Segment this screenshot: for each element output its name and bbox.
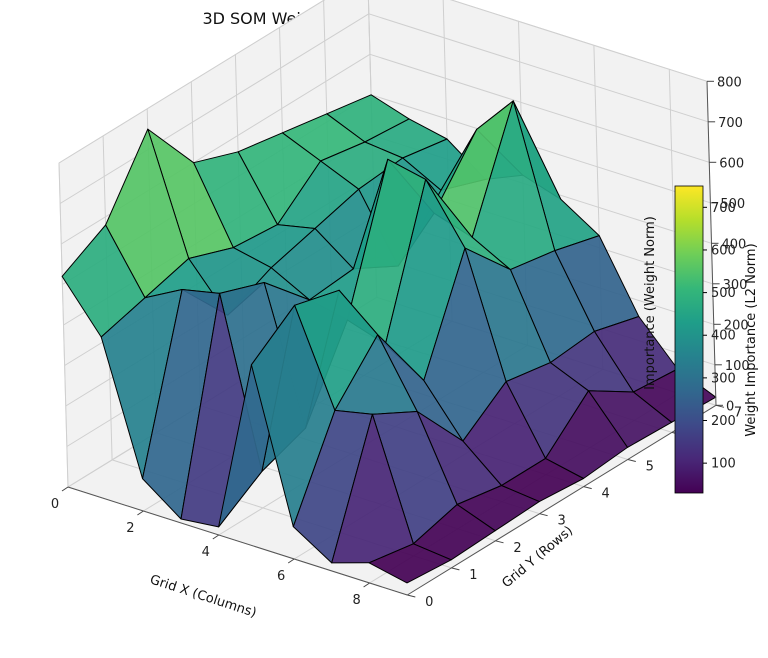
y-tick-label: 2 — [513, 541, 521, 556]
gridline-z-back — [368, 13, 709, 123]
gridline-z-back — [449, 0, 708, 82]
colorbar: 100 200 300 400 500 600 700 Weight Importance … — [674, 185, 759, 494]
x-axis-label: Grid X (Columns) — [148, 572, 258, 621]
tick-mark — [539, 513, 548, 517]
colorbar-tick-label: 500 — [711, 286, 736, 301]
z-tick-label: 100 — [725, 359, 750, 374]
gridline-z-back — [370, 94, 711, 204]
x-tick-label: 8 — [352, 593, 360, 608]
y-tick-label: 7 — [734, 405, 742, 420]
x-tick-label: 2 — [126, 521, 134, 536]
z-tick-label: 700 — [718, 116, 743, 131]
z-tick-label: 600 — [719, 156, 744, 171]
y-tick-label: 4 — [602, 487, 610, 502]
gridline-z-back — [369, 53, 710, 163]
axis-ticks: 02468012345670100200300400500600700800 — [51, 75, 750, 610]
z-tick-label: 300 — [723, 278, 748, 293]
tick-mark — [61, 486, 69, 492]
colorbar-gradient — [674, 185, 704, 494]
surface-cell-0-8 — [368, 543, 452, 584]
colorbar-tick-label: 400 — [711, 329, 736, 344]
colorbar-tick-label: 300 — [711, 371, 736, 386]
y-axis-line — [407, 404, 717, 596]
z-axis-label: Importance (Weight Norm) — [643, 216, 658, 390]
y-tick-label: 5 — [646, 460, 654, 475]
gridline-z-left — [59, 13, 370, 204]
tick-mark — [451, 567, 460, 571]
tick-mark — [583, 486, 592, 490]
z-tick-label: 0 — [726, 399, 734, 414]
y-axis-label: Grid Y (Rows) — [499, 523, 576, 591]
colorbar-tick-label: 100 — [711, 457, 736, 472]
surface-mesh — [61, 94, 717, 584]
z-tick-label: 200 — [724, 318, 749, 333]
y-tick-label: 0 — [425, 595, 433, 610]
tick-mark — [407, 594, 416, 598]
tick-mark — [363, 582, 370, 588]
colorbar-tick-label: 600 — [711, 243, 736, 258]
colorbar-ticks: 100 200 300 400 500 600 700 — [703, 201, 736, 472]
tick-mark — [495, 540, 504, 544]
x-tick-label: 4 — [202, 545, 210, 560]
z-tick-label: 400 — [722, 237, 747, 252]
colorbar-tick-label: 700 — [711, 201, 736, 216]
x-axis-line — [67, 486, 408, 596]
z-tick-label: 500 — [720, 197, 745, 212]
x-tick-label: 0 — [51, 497, 59, 512]
colorbar-label: Weight Importance (L2 Norm) — [744, 243, 759, 436]
colorbar-tick-label: 200 — [711, 414, 736, 429]
z-tick-label: 800 — [717, 75, 742, 90]
tick-mark — [287, 558, 295, 564]
y-tick-label: 3 — [557, 514, 565, 529]
x-tick-label: 6 — [277, 569, 285, 584]
tick-mark — [137, 510, 144, 516]
gridline-z-left — [58, 0, 326, 164]
tick-mark — [212, 534, 220, 540]
tick-mark — [627, 459, 636, 462]
y-tick-label: 1 — [469, 568, 477, 583]
